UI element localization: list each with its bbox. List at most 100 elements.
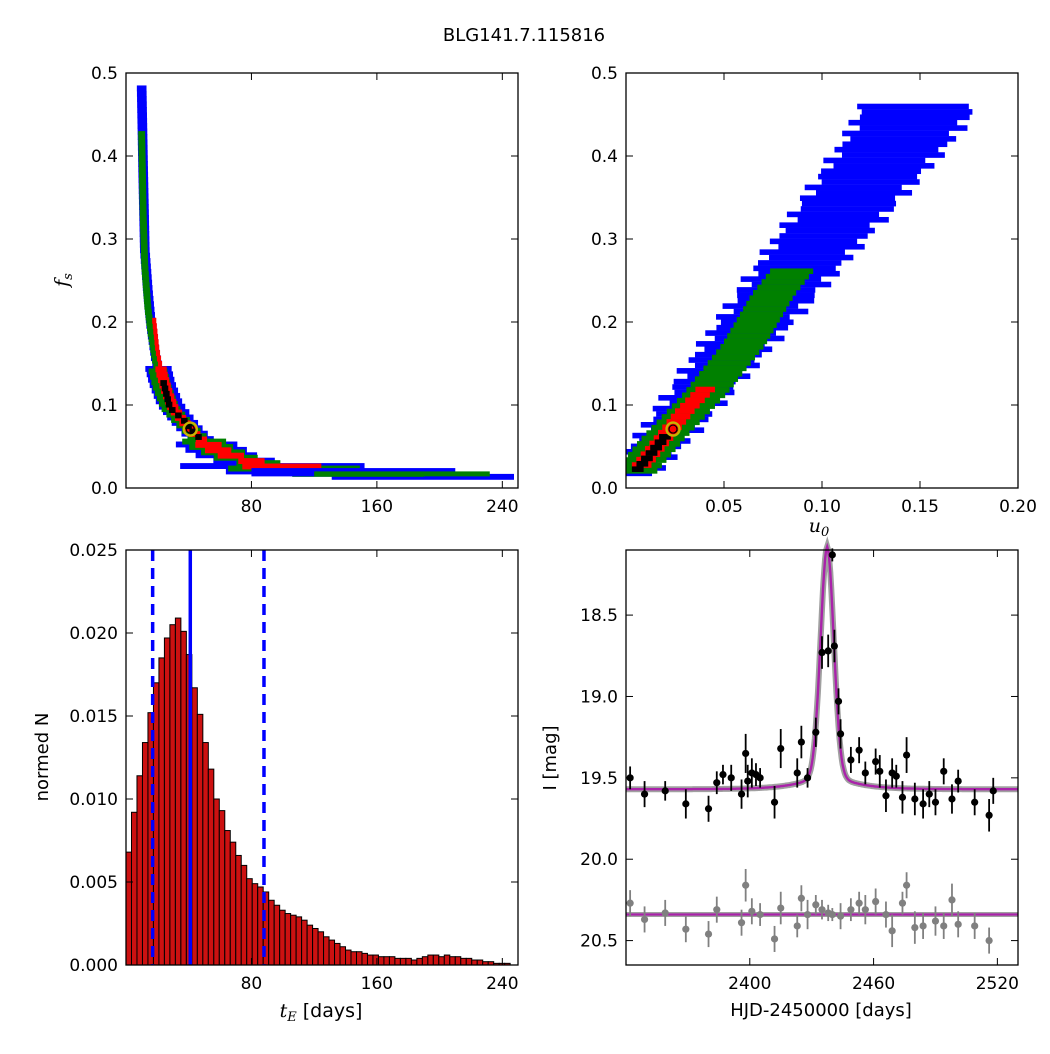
sigma3-cell bbox=[758, 260, 842, 266]
sigma2-cell bbox=[138, 147, 146, 154]
histogram-bar bbox=[355, 951, 363, 966]
fs-vs-u0-panel: 0.05 0.10 0.15 0.20 0.0 0.1 0.2 0.3 0.4 0.5 bbox=[591, 64, 1037, 517]
best-cell bbox=[631, 466, 644, 472]
sigma3-cell bbox=[821, 168, 922, 175]
histogram-bar bbox=[301, 919, 308, 966]
data-point bbox=[892, 772, 900, 780]
y-tick-label: 0.010 bbox=[69, 790, 118, 810]
sigma2-cell bbox=[143, 292, 151, 299]
sigma2-cell bbox=[141, 265, 149, 272]
sigma1-cell bbox=[238, 458, 265, 465]
best-cell bbox=[165, 401, 173, 408]
histogram-bar bbox=[416, 957, 423, 966]
data-point bbox=[640, 790, 649, 798]
sigma2-cell bbox=[730, 327, 774, 334]
sigma2-cell bbox=[144, 303, 152, 310]
sigma2-cell bbox=[138, 152, 146, 159]
histogram-bar bbox=[218, 810, 226, 966]
x-tick-label: 160 bbox=[361, 974, 393, 994]
sigma2-cell bbox=[141, 260, 149, 267]
histogram-bar bbox=[130, 811, 138, 966]
data-point bbox=[971, 798, 979, 806]
sigma3-cell bbox=[842, 130, 949, 137]
sigma2-cell bbox=[314, 471, 490, 477]
u0-xlabel: u0 bbox=[809, 515, 830, 540]
sigma2-cell bbox=[152, 357, 159, 364]
sigma3-cell bbox=[833, 163, 935, 169]
best-cell bbox=[636, 461, 649, 467]
sigma1-cell bbox=[153, 328, 158, 335]
histogram-bar bbox=[284, 913, 292, 966]
data-point bbox=[818, 648, 826, 657]
sigma3-cell bbox=[137, 117, 148, 124]
histogram-bar bbox=[136, 775, 143, 966]
sigma2-cell bbox=[140, 233, 148, 240]
sigma1-cell bbox=[690, 392, 710, 398]
sigma3-cell bbox=[753, 265, 836, 272]
sigma2-cell bbox=[703, 365, 747, 372]
best-cell bbox=[164, 396, 172, 403]
data-point bbox=[931, 798, 940, 806]
histogram-bar bbox=[454, 956, 462, 966]
histogram-bar bbox=[465, 957, 473, 966]
x-tick-label: 240 bbox=[486, 497, 518, 517]
sigma2-cell bbox=[736, 317, 780, 323]
data-point bbox=[704, 930, 713, 938]
sigma1-cell bbox=[662, 424, 682, 431]
sigma1-cell bbox=[156, 371, 168, 378]
data-point bbox=[872, 897, 880, 906]
sigma2-cell bbox=[143, 298, 151, 305]
sigma2-cell bbox=[138, 158, 146, 164]
sigma2-cell bbox=[138, 136, 146, 143]
sigma2-cell bbox=[690, 381, 734, 388]
data-point bbox=[756, 774, 764, 782]
sigma1-cell bbox=[680, 402, 700, 409]
histogram-bar bbox=[290, 914, 297, 966]
data-point bbox=[847, 906, 855, 914]
sigma1-cell bbox=[155, 350, 161, 357]
y-tick-label: 0.3 bbox=[591, 230, 618, 250]
sigma2-cell bbox=[141, 255, 148, 262]
histogram-bar bbox=[471, 959, 478, 966]
data-point bbox=[713, 779, 721, 787]
sigma2-cell bbox=[724, 338, 768, 345]
sigma2-cell bbox=[139, 201, 147, 208]
sigma1-cell bbox=[670, 413, 691, 420]
best-cell bbox=[163, 390, 170, 397]
sigma3-cell bbox=[137, 96, 147, 103]
sigma2-cell bbox=[139, 217, 147, 224]
data-point bbox=[793, 769, 801, 777]
x-tick-label: 0.10 bbox=[803, 497, 841, 517]
sigma2-cell bbox=[151, 352, 159, 359]
histogram-bar bbox=[213, 798, 220, 966]
sigma2-cell bbox=[694, 376, 739, 382]
y-tick-label: 0.1 bbox=[91, 396, 118, 416]
sigma2-cell bbox=[139, 185, 147, 191]
x-tick-label: 80 bbox=[241, 497, 263, 517]
sigma3-cell bbox=[861, 109, 973, 115]
sigma1-cell bbox=[154, 339, 159, 346]
x-tick-label: 240 bbox=[486, 974, 518, 994]
histogram-bar bbox=[366, 954, 374, 966]
data-point bbox=[713, 906, 721, 914]
data-point bbox=[919, 800, 927, 808]
histogram-bar bbox=[345, 949, 352, 966]
sigma2-cell bbox=[140, 222, 147, 229]
sigma3-cell bbox=[779, 222, 870, 228]
y-tick-label: 20.0 bbox=[580, 850, 618, 870]
histogram-bar bbox=[334, 942, 341, 966]
data-point bbox=[661, 909, 669, 917]
data-point bbox=[876, 767, 884, 775]
best-cell bbox=[185, 423, 192, 430]
data-point bbox=[742, 881, 750, 889]
sigma3-cell bbox=[785, 227, 875, 234]
histogram-bar bbox=[317, 931, 325, 966]
data-point bbox=[828, 551, 836, 559]
x-tick-label: 0.05 bbox=[705, 497, 743, 517]
plot-frame bbox=[125, 549, 519, 966]
best-cell bbox=[168, 407, 176, 413]
data-point bbox=[640, 915, 649, 924]
plot-frame bbox=[125, 72, 519, 489]
data-point bbox=[919, 922, 927, 930]
y-tick-label: 0.3 bbox=[91, 230, 118, 250]
